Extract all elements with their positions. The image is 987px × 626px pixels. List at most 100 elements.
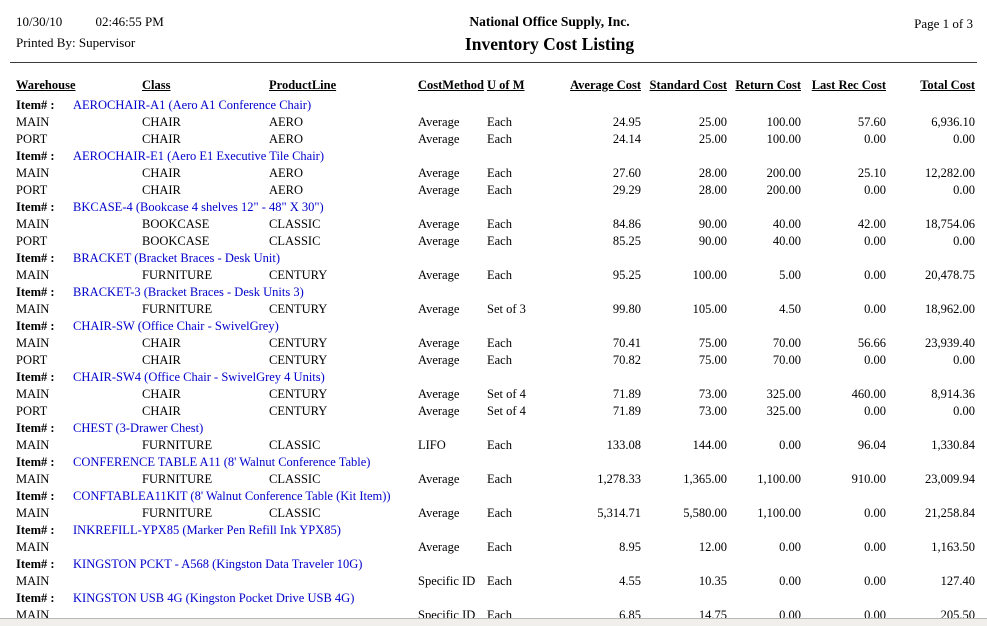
item-row: Item# : CHAIR-SW4 (Office Chair - SwivelG…: [16, 369, 975, 386]
report-header-center: National Office Supply, Inc. Inventory C…: [306, 14, 793, 55]
cell-warehouse: MAIN: [16, 336, 50, 350]
bottom-strip: [0, 618, 987, 626]
cell-return-cost: 200.00: [766, 183, 801, 197]
cell-return-cost: 325.00: [766, 387, 801, 401]
item-row: Item# : BRACKET (Bracket Braces - Desk Un…: [16, 250, 975, 267]
cell-costmethod: Average: [418, 115, 460, 129]
column-header-average-cost: Average Cost: [570, 78, 641, 92]
cell-uofm: Each: [487, 268, 512, 282]
item-row: Item# : INKREFILL-YPX85 (Marker Pen Refil…: [16, 522, 975, 539]
cell-average-cost: 133.08: [606, 438, 641, 452]
item-row: Item# : BKCASE-4 (Bookcase 4 shelves 12" …: [16, 199, 975, 216]
item-cell: Item# : BRACKET (Bracket Braces - Desk Un…: [16, 250, 975, 267]
item-row: Item# : KINGSTON USB 4G (Kingston Pocket …: [16, 590, 975, 607]
table-row: MAIN FURNITURE CLASSIC LIFO Each 133.08 144.00…: [16, 437, 975, 454]
company-name: National Office Supply, Inc.: [469, 14, 630, 29]
cell-total-cost: 127.40: [940, 574, 975, 588]
cell-class: BOOKCASE: [142, 217, 210, 231]
column-header-costmethod: CostMethod: [418, 78, 484, 92]
cell-return-cost: 100.00: [766, 115, 801, 129]
cell-warehouse: MAIN: [16, 472, 50, 486]
item-description: CHAIR-SW4 (Office Chair - SwivelGrey 4 U…: [73, 370, 325, 384]
cell-average-cost: 24.14: [612, 132, 641, 146]
printed-by: Printed By: Supervisor: [16, 35, 136, 50]
cell-uofm: Each: [487, 353, 512, 367]
cell-average-cost: 8.95: [619, 540, 641, 554]
cell-costmethod: Average: [418, 506, 460, 520]
cell-return-cost: 1,100.00: [757, 506, 801, 520]
item-row: Item# : AEROCHAIR-A1 (Aero A1 Conference …: [16, 97, 975, 114]
cell-uofm: Each: [487, 574, 512, 588]
item-description: CONFERENCE TABLE A11 (8' Walnut Conferen…: [73, 455, 371, 469]
cell-uofm: Set of 4: [487, 387, 526, 401]
cell-costmethod: Average: [418, 268, 460, 282]
cell-uofm: Set of 4: [487, 404, 526, 418]
cell-return-cost: 40.00: [772, 217, 801, 231]
cell-lastrec-cost: 0.00: [864, 302, 886, 316]
cell-class: CHAIR: [142, 353, 181, 367]
cell-uofm: Each: [487, 472, 512, 486]
cell-total-cost: 1,330.84: [931, 438, 975, 452]
cell-return-cost: 200.00: [766, 166, 801, 180]
table-row: PORT CHAIR AERO Average Each 29.29 28.00 200.00…: [16, 182, 975, 199]
cell-lastrec-cost: 25.10: [857, 166, 886, 180]
cell-lastrec-cost: 0.00: [864, 268, 886, 282]
cell-class: CHAIR: [142, 166, 181, 180]
cell-warehouse: MAIN: [16, 387, 50, 401]
cell-productline: CLASSIC: [269, 234, 321, 248]
cell-total-cost: 18,962.00: [925, 302, 975, 316]
cell-average-cost: 29.29: [612, 183, 641, 197]
cell-standard-cost: 90.00: [698, 217, 727, 231]
cell-productline: [269, 573, 418, 590]
cell-class: FURNITURE: [142, 268, 213, 282]
cell-warehouse: PORT: [16, 183, 48, 197]
item-description: BKCASE-4 (Bookcase 4 shelves 12" - 48" X…: [73, 200, 324, 214]
column-header-return-cost: Return Cost: [735, 78, 801, 92]
cell-average-cost: 1,278.33: [597, 472, 641, 486]
cell-class: [142, 573, 269, 590]
cell-standard-cost: 28.00: [698, 183, 727, 197]
cell-uofm: Each: [487, 183, 512, 197]
table-row: MAIN FURNITURE CENTURY Average Set of 3 99.80…: [16, 301, 975, 318]
cell-lastrec-cost: 0.00: [864, 183, 886, 197]
item-row: Item# : CONFERENCE TABLE A11 (8' Walnut C…: [16, 454, 975, 471]
cell-productline: CENTURY: [269, 353, 328, 367]
item-description: CHAIR-SW (Office Chair - SwivelGrey): [73, 319, 279, 333]
cell-total-cost: 0.00: [953, 183, 975, 197]
cell-standard-cost: 25.00: [698, 115, 727, 129]
item-number-label: Item# :: [16, 370, 55, 384]
column-header-total-cost: Total Cost: [920, 78, 975, 92]
item-cell: Item# : BRACKET-3 (Bracket Braces - Desk …: [16, 284, 975, 301]
item-number-label: Item# :: [16, 455, 55, 469]
cell-return-cost: 5.00: [779, 268, 801, 282]
item-row: Item# : CHAIR-SW (Office Chair - SwivelGr…: [16, 318, 975, 335]
header-divider: [10, 62, 977, 63]
cell-productline: AERO: [269, 115, 304, 129]
page-title: Inventory Cost Listing: [464, 34, 635, 54]
cell-class: FURNITURE: [142, 506, 213, 520]
cell-total-cost: 18,754.06: [925, 217, 975, 231]
item-description: CONFTABLEA11KIT (8' Walnut Conference Ta…: [73, 489, 391, 503]
cell-lastrec-cost: 0.00: [864, 404, 886, 418]
item-description: KINGSTON USB 4G (Kingston Pocket Drive U…: [73, 591, 355, 605]
cell-class: CHAIR: [142, 132, 181, 146]
item-number-label: Item# :: [16, 489, 55, 503]
report-header-left: 10/30/10 02:46:55 PM Printed By: Supervi…: [16, 14, 306, 51]
column-header-standard-cost: Standard Cost: [649, 78, 727, 92]
cell-total-cost: 21,258.84: [925, 506, 975, 520]
item-row: Item# : CHEST (3-Drawer Chest): [16, 420, 975, 437]
item-number-label: Item# :: [16, 319, 55, 333]
page-indicator: Page 1 of 3: [914, 16, 973, 31]
item-cell: Item# : AEROCHAIR-E1 (Aero E1 Executive T…: [16, 148, 975, 165]
cell-average-cost: 84.86: [612, 217, 641, 231]
table-row: MAIN CHAIR CENTURY Average Set of 4 71.89 73.0…: [16, 386, 975, 403]
cell-return-cost: 0.00: [779, 438, 801, 452]
item-number-label: Item# :: [16, 523, 55, 537]
cell-standard-cost: 73.00: [698, 404, 727, 418]
table-body: Item# : AEROCHAIR-A1 (Aero A1 Conference …: [16, 97, 975, 624]
cell-productline: AERO: [269, 132, 304, 146]
cell-uofm: Each: [487, 540, 512, 554]
table-row: MAIN CHAIR AERO Average Each 27.60 28.00 200.00…: [16, 165, 975, 182]
column-header-uofm: U of M: [487, 78, 525, 92]
